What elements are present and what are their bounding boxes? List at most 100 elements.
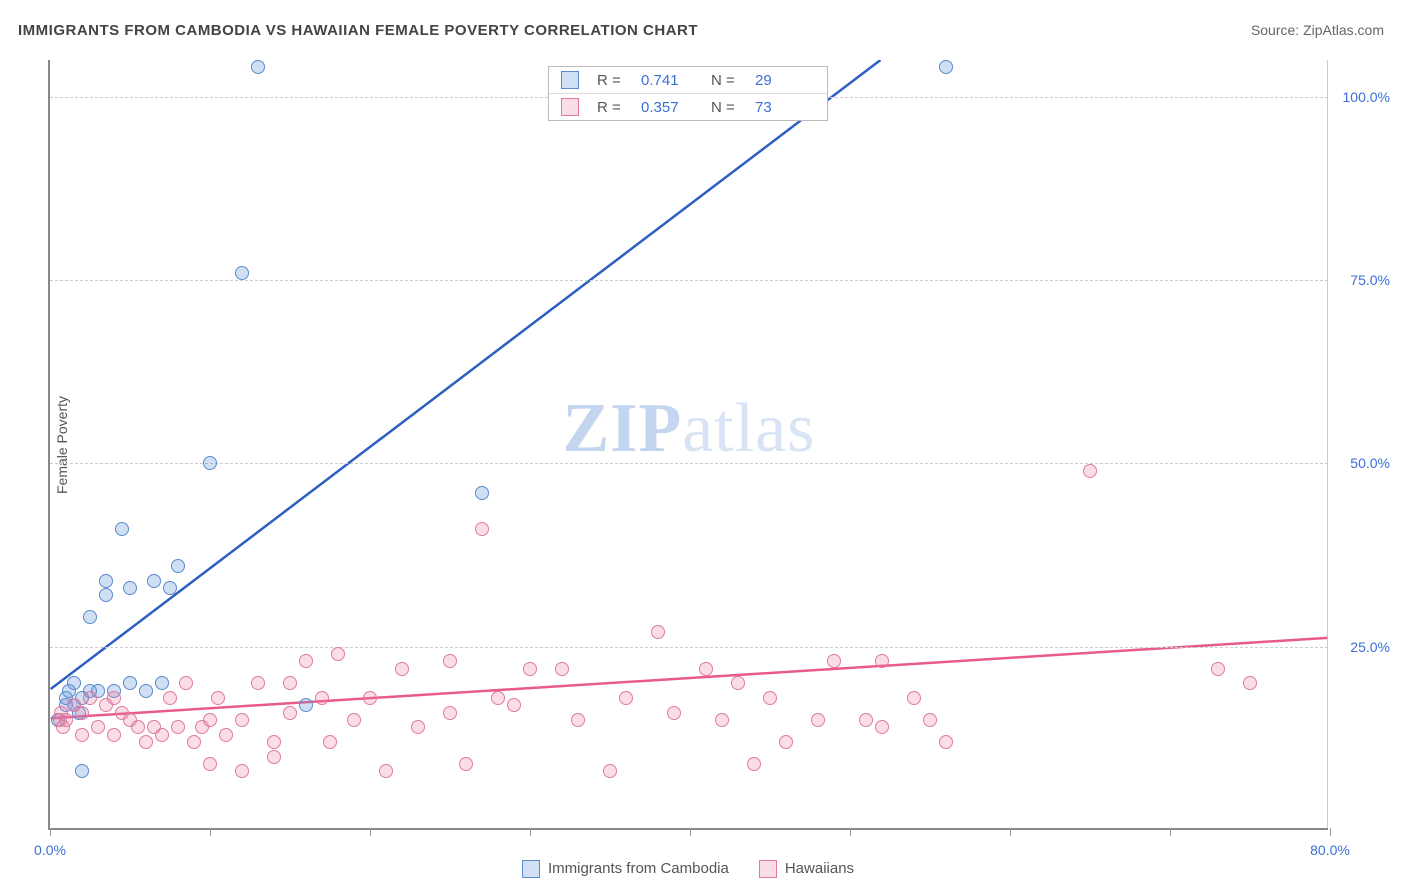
scatter-point xyxy=(171,559,185,573)
scatter-point xyxy=(179,676,193,690)
scatter-point xyxy=(203,713,217,727)
r-value-cambodia: 0.741 xyxy=(641,72,701,89)
scatter-point xyxy=(75,764,89,778)
n-label: N = xyxy=(711,99,745,116)
scatter-point xyxy=(107,691,121,705)
scatter-point xyxy=(115,522,129,536)
scatter-point xyxy=(507,698,521,712)
scatter-point xyxy=(203,456,217,470)
scatter-point xyxy=(939,60,953,74)
scatter-point xyxy=(651,625,665,639)
scatter-point xyxy=(939,735,953,749)
plot-right-border xyxy=(1327,60,1328,828)
legend-label-cambodia: Immigrants from Cambodia xyxy=(548,860,729,877)
chart-title: IMMIGRANTS FROM CAMBODIA VS HAWAIIAN FEM… xyxy=(18,22,698,39)
scatter-point xyxy=(443,654,457,668)
scatter-point xyxy=(203,757,217,771)
scatter-point xyxy=(315,691,329,705)
trend-line xyxy=(51,60,881,689)
scatter-point xyxy=(323,735,337,749)
scatter-point xyxy=(731,676,745,690)
scatter-point xyxy=(571,713,585,727)
x-tick xyxy=(1170,828,1171,836)
scatter-point xyxy=(283,676,297,690)
n-value-hawaiians: 73 xyxy=(755,99,815,116)
scatter-point xyxy=(91,720,105,734)
scatter-point xyxy=(147,574,161,588)
scatter-point xyxy=(491,691,505,705)
scatter-point xyxy=(67,676,81,690)
legend-row-cambodia: R = 0.741 N = 29 xyxy=(549,67,827,93)
scatter-point xyxy=(347,713,361,727)
legend-item-hawaiians: Hawaiians xyxy=(759,860,854,878)
scatter-point xyxy=(1083,464,1097,478)
scatter-point xyxy=(59,713,73,727)
legend-swatch-cambodia-icon xyxy=(522,860,540,878)
scatter-point xyxy=(123,581,137,595)
scatter-point xyxy=(811,713,825,727)
x-tick-label: 80.0% xyxy=(1310,842,1350,858)
gridline xyxy=(50,463,1328,464)
gridline xyxy=(50,280,1328,281)
correlation-legend: R = 0.741 N = 29 R = 0.357 N = 73 xyxy=(548,66,828,121)
scatter-point xyxy=(267,750,281,764)
scatter-point xyxy=(235,764,249,778)
scatter-point xyxy=(155,728,169,742)
scatter-point xyxy=(163,691,177,705)
watermark-atlas: atlas xyxy=(682,390,815,467)
scatter-point xyxy=(299,654,313,668)
x-tick xyxy=(530,828,531,836)
scatter-point xyxy=(363,691,377,705)
scatter-point xyxy=(603,764,617,778)
legend-label-hawaiians: Hawaiians xyxy=(785,860,854,877)
scatter-point xyxy=(219,728,233,742)
legend-swatch-hawaiians xyxy=(561,98,579,116)
source-link[interactable]: ZipAtlas.com xyxy=(1303,22,1384,38)
source-prefix: Source: xyxy=(1251,22,1303,38)
y-tick-label: 25.0% xyxy=(1350,639,1390,655)
scatter-point xyxy=(475,486,489,500)
x-tick xyxy=(850,828,851,836)
x-tick xyxy=(1010,828,1011,836)
scatter-point xyxy=(923,713,937,727)
watermark: ZIPatlas xyxy=(563,389,816,469)
r-label: R = xyxy=(597,72,631,89)
scatter-point xyxy=(763,691,777,705)
n-value-cambodia: 29 xyxy=(755,72,815,89)
r-value-hawaiians: 0.357 xyxy=(641,99,701,116)
scatter-point xyxy=(331,647,345,661)
scatter-point xyxy=(875,720,889,734)
r-label: R = xyxy=(597,99,631,116)
x-tick xyxy=(690,828,691,836)
scatter-point xyxy=(171,720,185,734)
scatter-point xyxy=(267,735,281,749)
scatter-point xyxy=(859,713,873,727)
legend-item-cambodia: Immigrants from Cambodia xyxy=(522,860,729,878)
scatter-point xyxy=(107,728,121,742)
scatter-plot: ZIPatlas 25.0%50.0%75.0%100.0%0.0%80.0% xyxy=(48,60,1328,830)
scatter-point xyxy=(443,706,457,720)
scatter-point xyxy=(907,691,921,705)
scatter-point xyxy=(139,735,153,749)
x-tick xyxy=(370,828,371,836)
scatter-point xyxy=(667,706,681,720)
scatter-point xyxy=(75,728,89,742)
scatter-point xyxy=(459,757,473,771)
legend-swatch-cambodia xyxy=(561,71,579,89)
scatter-point xyxy=(251,676,265,690)
scatter-point xyxy=(163,581,177,595)
gridline xyxy=(50,647,1328,648)
scatter-point xyxy=(83,610,97,624)
scatter-point xyxy=(235,713,249,727)
scatter-point xyxy=(779,735,793,749)
scatter-point xyxy=(211,691,225,705)
x-tick xyxy=(1330,828,1331,836)
y-tick-label: 50.0% xyxy=(1350,455,1390,471)
scatter-point xyxy=(523,662,537,676)
scatter-point xyxy=(99,588,113,602)
scatter-point xyxy=(187,735,201,749)
scatter-point xyxy=(83,691,97,705)
y-tick-label: 75.0% xyxy=(1350,272,1390,288)
series-legend: Immigrants from Cambodia Hawaiians xyxy=(48,860,1328,878)
scatter-point xyxy=(251,60,265,74)
